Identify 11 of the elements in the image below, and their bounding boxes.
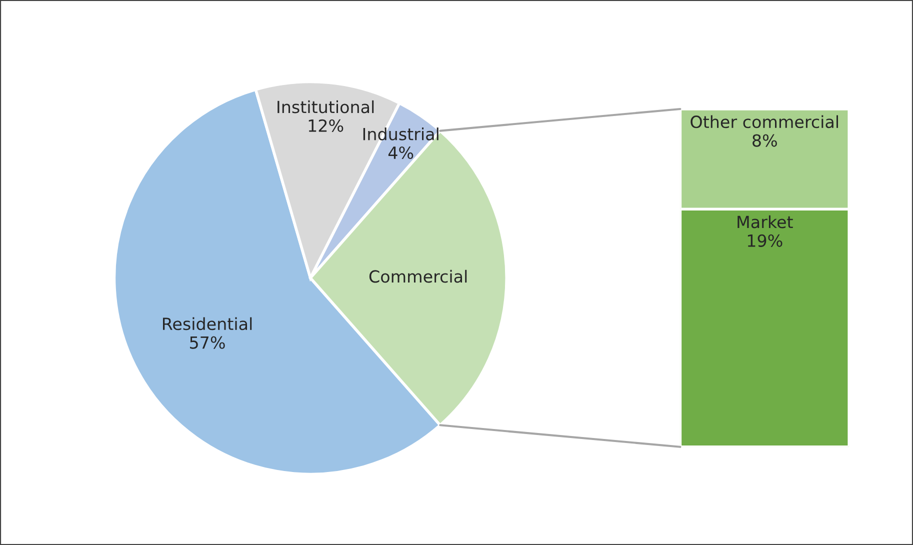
data-label: 19% (748, 234, 782, 247)
data-label: 8% (752, 134, 777, 147)
slice-label: Institutional (278, 100, 374, 114)
slice-label: Commercial (369, 270, 467, 283)
series-label: Market (738, 215, 793, 228)
series-label: Other commercial (690, 115, 838, 128)
data-label: 4% (388, 146, 414, 160)
data-label: 57% (190, 336, 225, 349)
slice-label: Residential (162, 317, 252, 330)
data-label: 12% (308, 119, 344, 132)
slice-label: Industrial (363, 127, 438, 140)
